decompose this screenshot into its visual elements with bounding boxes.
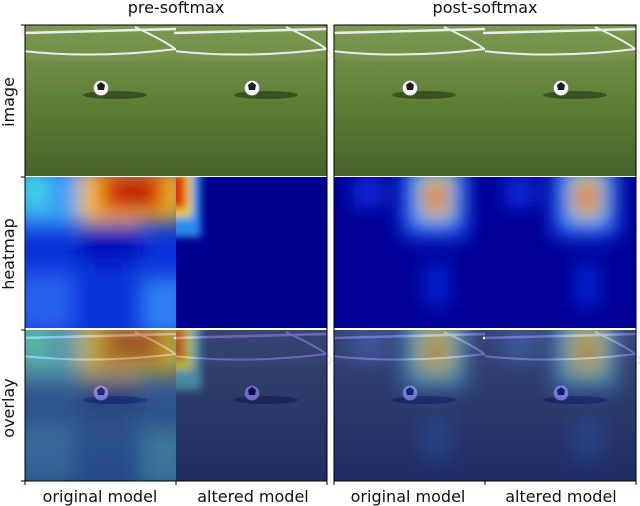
cell-overlay-pre-original: [15, 320, 190, 490]
cell-heatmap-post-altered: [485, 167, 636, 328]
cell-image-pre-original: [23, 25, 181, 176]
row-label-image: image: [0, 77, 18, 127]
column-label-pre-altered: altered model: [197, 487, 309, 506]
cell-overlay-post-altered: [483, 320, 640, 481]
cell-overlay-post-original: [332, 320, 490, 481]
cell-image-pre-altered: [174, 25, 332, 176]
row-label-overlay: overlay: [0, 378, 18, 437]
cell-overlay-pre-altered: [166, 320, 332, 481]
column-label-post-altered: altered model: [505, 487, 617, 506]
tick-marks: [21, 24, 637, 485]
cell-heatmap-pre-original: [15, 167, 190, 337]
cell-image-post-original: [332, 25, 490, 176]
cell-heatmap-pre-altered: [166, 167, 327, 328]
group-title-pre-softmax: pre-softmax: [128, 0, 225, 17]
column-label-pre-original: original model: [43, 487, 158, 506]
group-title-post-softmax: post-softmax: [433, 0, 538, 17]
cell-heatmap-post-original: [334, 167, 485, 328]
row-label-heatmap: heatmap: [0, 218, 18, 290]
column-label-post-original: original model: [351, 487, 466, 506]
cell-image-post-altered: [483, 25, 640, 176]
